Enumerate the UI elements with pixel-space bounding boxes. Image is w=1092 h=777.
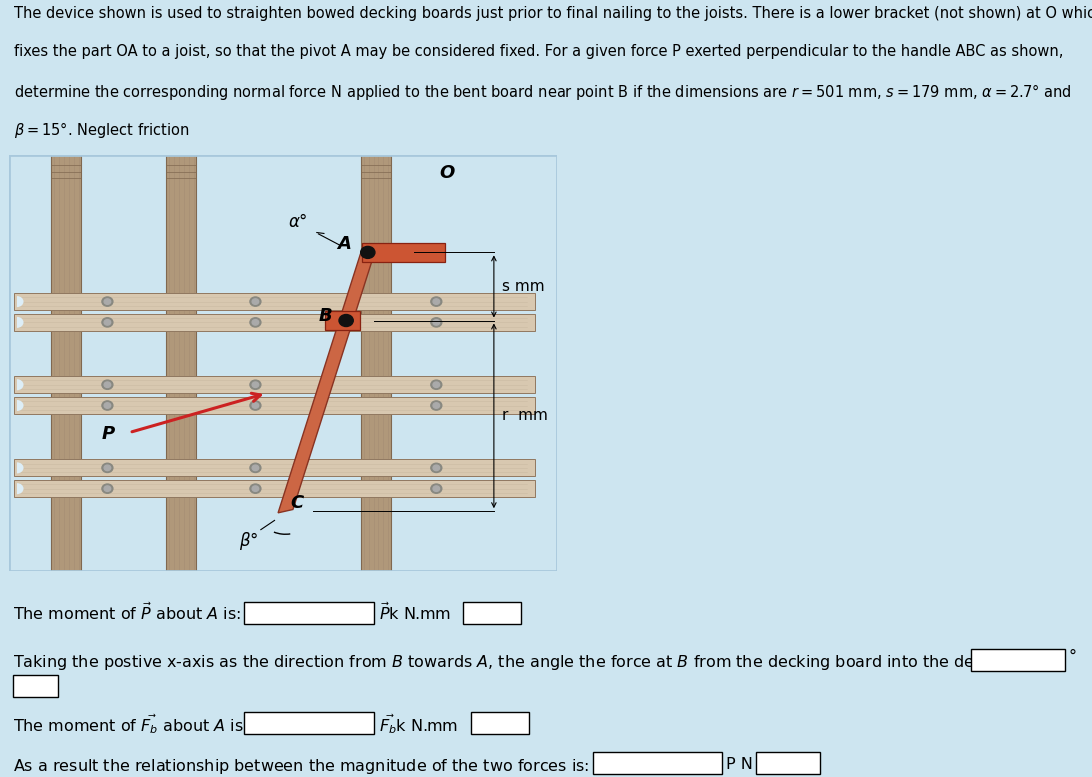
Circle shape: [250, 380, 261, 389]
Circle shape: [250, 318, 261, 327]
Text: s mm: s mm: [502, 279, 545, 294]
Circle shape: [104, 486, 110, 491]
Circle shape: [250, 463, 261, 472]
Text: °: °: [1068, 649, 1076, 664]
Circle shape: [431, 463, 442, 472]
Bar: [245, 712, 373, 734]
Bar: [166, 155, 197, 571]
Circle shape: [252, 402, 259, 408]
Circle shape: [250, 297, 261, 306]
Text: B: B: [319, 308, 332, 326]
Wedge shape: [17, 462, 24, 473]
Bar: [756, 752, 820, 774]
Circle shape: [360, 246, 375, 259]
Text: $\beta°$: $\beta°$: [239, 530, 259, 552]
Circle shape: [434, 402, 440, 408]
Circle shape: [431, 380, 442, 389]
Bar: [245, 602, 373, 624]
Text: O: O: [439, 165, 454, 183]
Circle shape: [252, 382, 259, 388]
Circle shape: [104, 319, 110, 325]
Text: Taking the postive x-axis as the direction from $\it{B}$ towards $\it{A}$, the a: Taking the postive x-axis as the directi…: [13, 649, 1052, 674]
Text: As a result the relationship between the magnitude of the two forces is: $F_b$ =: As a result the relationship between the…: [13, 757, 630, 776]
Circle shape: [339, 315, 353, 326]
Bar: [14, 314, 535, 331]
Bar: [361, 155, 391, 571]
Circle shape: [102, 463, 112, 472]
Circle shape: [102, 484, 112, 493]
Text: P N: P N: [726, 757, 752, 772]
Text: $\vec{P}$k N.mm: $\vec{P}$k N.mm: [379, 602, 451, 623]
Text: $\vec{F_b}$k N.mm: $\vec{F_b}$k N.mm: [379, 712, 458, 736]
Text: determine the corresponding normal force N applied to the bent board near point : determine the corresponding normal force…: [14, 82, 1071, 103]
Wedge shape: [17, 483, 24, 494]
Circle shape: [431, 401, 442, 410]
Bar: [14, 376, 535, 393]
Circle shape: [252, 299, 259, 305]
Circle shape: [102, 318, 112, 327]
Bar: [14, 293, 535, 310]
Circle shape: [431, 318, 442, 327]
Circle shape: [250, 401, 261, 410]
Bar: [14, 459, 535, 476]
Text: P: P: [102, 426, 115, 444]
Circle shape: [250, 484, 261, 493]
Polygon shape: [278, 251, 376, 513]
Circle shape: [104, 382, 110, 388]
Text: C: C: [289, 494, 304, 512]
Text: fixes the part OA to a joist, so that the pivot A may be considered fixed. For a: fixes the part OA to a joist, so that th…: [14, 44, 1064, 59]
Circle shape: [252, 319, 259, 325]
Text: r  mm: r mm: [502, 409, 548, 423]
Bar: [324, 312, 360, 329]
Wedge shape: [17, 296, 24, 307]
Circle shape: [434, 299, 440, 305]
Circle shape: [104, 299, 110, 305]
Circle shape: [102, 401, 112, 410]
Circle shape: [102, 297, 112, 306]
Wedge shape: [17, 400, 24, 411]
Circle shape: [104, 465, 110, 471]
Circle shape: [104, 402, 110, 408]
Bar: [363, 242, 444, 262]
Circle shape: [252, 465, 259, 471]
Bar: [14, 480, 535, 497]
Circle shape: [102, 380, 112, 389]
Bar: [593, 752, 722, 774]
Bar: [463, 602, 521, 624]
Wedge shape: [17, 317, 24, 328]
Text: $\alpha°$: $\alpha°$: [288, 213, 308, 231]
Text: A: A: [337, 235, 352, 253]
Text: The device shown is used to straighten bowed decking boards just prior to final : The device shown is used to straighten b…: [14, 6, 1092, 21]
Circle shape: [431, 484, 442, 493]
Text: The moment of $\vec{P}$ about $A$ is:: The moment of $\vec{P}$ about $A$ is:: [13, 602, 241, 623]
Bar: [14, 397, 535, 414]
Wedge shape: [17, 379, 24, 390]
Text: $\beta = 15°$. Neglect friction: $\beta = 15°$. Neglect friction: [14, 120, 190, 141]
Bar: [471, 712, 529, 734]
Circle shape: [431, 297, 442, 306]
Circle shape: [434, 486, 440, 491]
Bar: [51, 155, 82, 571]
Circle shape: [434, 319, 440, 325]
Circle shape: [434, 465, 440, 471]
Bar: [971, 649, 1065, 671]
Text: The moment of $\vec{F_b}$ about $A$ is:: The moment of $\vec{F_b}$ about $A$ is:: [13, 712, 249, 736]
Circle shape: [434, 382, 440, 388]
Bar: [13, 675, 58, 697]
Circle shape: [252, 486, 259, 491]
